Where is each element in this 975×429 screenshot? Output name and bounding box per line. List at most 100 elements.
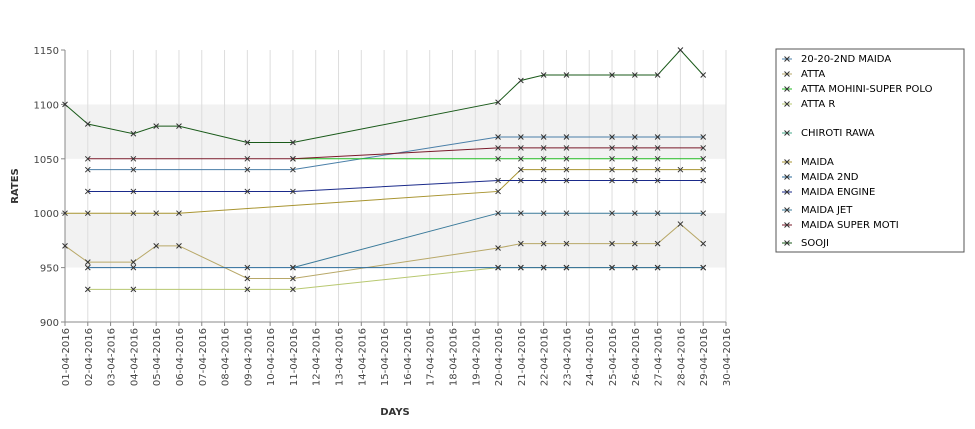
legend-label-9: MAIDA SUPER MOTI [801, 220, 899, 231]
legend-marker-10 [784, 240, 790, 246]
series-2 [290, 155, 707, 162]
data-point-2-25 [631, 155, 638, 162]
data-point-1-10 [290, 275, 296, 282]
data-point-7-24 [609, 177, 615, 184]
data-point-1-19 [495, 245, 501, 251]
series-5 [62, 166, 707, 217]
legend-label-5: MAIDA [801, 157, 834, 168]
xtick-label-09-04-2016: 09-04-2016 [243, 328, 254, 386]
data-point-10-26 [654, 72, 661, 78]
data-point-10-28 [700, 72, 707, 78]
xtick-label-21-04-2016: 21-04-2016 [517, 328, 528, 386]
data-point-10-0 [62, 101, 68, 108]
xtick-label-06-04-2016: 06-04-2016 [175, 328, 186, 386]
legend-marker-8 [784, 207, 790, 213]
data-point-7-28 [700, 177, 707, 184]
data-point-6-22 [563, 264, 570, 271]
series-8 [290, 210, 707, 271]
legend-label-7: MAIDA ENGINE [801, 187, 875, 198]
ytick-label-900: 900 [40, 318, 59, 329]
xtick-label-19-04-2016: 19-04-2016 [471, 328, 482, 386]
xtick-label-28-04-2016: 28-04-2016 [676, 328, 687, 386]
data-point-9-19 [495, 145, 501, 151]
data-point-8-24 [609, 210, 615, 217]
data-point-6-20 [518, 264, 524, 271]
data-point-8-22 [563, 210, 570, 217]
data-point-8-19 [495, 210, 501, 217]
data-point-1-25 [631, 240, 638, 247]
xtick-label-24-04-2016: 24-04-2016 [585, 328, 596, 386]
xtick-label-18-04-2016: 18-04-2016 [448, 328, 459, 386]
data-point-2-19 [495, 155, 501, 162]
data-point-2-24 [609, 155, 615, 162]
data-point-6-1 [84, 264, 91, 271]
data-point-8-10 [290, 264, 296, 271]
data-point-1-8 [244, 275, 251, 282]
legend-marker-6 [784, 174, 790, 180]
legend-marker-2 [784, 86, 790, 92]
xtick-label-10-04-2016: 10-04-2016 [266, 328, 277, 386]
data-point-1-27 [677, 221, 684, 227]
xtick-label-02-04-2016: 02-04-2016 [84, 328, 95, 386]
data-point-0-25 [631, 134, 638, 140]
data-point-7-10 [290, 188, 296, 195]
data-point-6-19 [495, 264, 501, 271]
xtick-label-22-04-2016: 22-04-2016 [540, 328, 551, 386]
data-point-1-21 [540, 240, 547, 247]
series-0 [84, 134, 707, 173]
series-10 [62, 47, 707, 146]
legend-box [775, 48, 965, 253]
data-point-8-28 [700, 210, 707, 217]
data-point-6-24 [609, 264, 615, 271]
data-point-3-1 [84, 286, 91, 293]
xtick-label-20-04-2016: 20-04-2016 [494, 328, 505, 386]
data-point-7-21 [540, 177, 547, 184]
data-point-8-26 [654, 210, 661, 217]
data-point-10-10 [290, 139, 296, 146]
data-point-2-21 [540, 155, 547, 162]
data-point-9-8 [244, 155, 251, 162]
legend-marker-5 [784, 159, 790, 165]
data-point-8-20 [518, 210, 524, 217]
legend-label-2: ATTA MOHINI-SUPER POLO [801, 84, 933, 95]
data-point-9-3 [130, 155, 137, 162]
xtick-label-26-04-2016: 26-04-2016 [631, 328, 642, 386]
legend-label-3: ATTA R [801, 99, 835, 110]
y-axis-title: RATES [10, 168, 21, 204]
legend-marker-7 [784, 189, 790, 195]
data-point-7-22 [563, 177, 570, 184]
series-1 [62, 221, 707, 282]
legend-label-1: ATTA [801, 69, 825, 80]
data-point-3-8 [244, 286, 251, 293]
data-point-9-1 [84, 155, 91, 162]
data-point-1-3 [130, 259, 137, 266]
data-point-1-22 [563, 240, 570, 247]
series-9 [84, 145, 707, 162]
data-point-0-28 [700, 134, 707, 140]
xtick-label-12-04-2016: 12-04-2016 [312, 328, 323, 386]
data-point-0-1 [84, 166, 91, 173]
data-point-10-20 [518, 77, 524, 84]
data-point-9-28 [700, 145, 707, 151]
data-point-0-26 [654, 134, 661, 140]
data-point-10-1 [84, 121, 91, 127]
data-point-6-21 [540, 264, 547, 271]
legend-label-4: CHIROTI RAWA [801, 128, 875, 139]
data-point-5-22 [563, 166, 570, 173]
series-line-10 [64, 49, 704, 143]
data-point-7-26 [654, 177, 661, 184]
data-point-0-3 [130, 166, 137, 173]
xtick-label-27-04-2016: 27-04-2016 [654, 328, 665, 386]
data-point-1-24 [609, 240, 615, 247]
data-point-0-22 [563, 134, 570, 140]
xtick-label-15-04-2016: 15-04-2016 [380, 328, 391, 386]
data-point-1-5 [176, 242, 182, 249]
ytick-label-1000: 1000 [34, 209, 59, 220]
series-line-0 [87, 136, 704, 171]
data-point-7-3 [130, 188, 137, 195]
series-3 [84, 264, 707, 293]
ytick-label-1150: 1150 [34, 46, 59, 57]
data-point-0-20 [518, 134, 524, 140]
data-point-9-24 [609, 145, 615, 151]
